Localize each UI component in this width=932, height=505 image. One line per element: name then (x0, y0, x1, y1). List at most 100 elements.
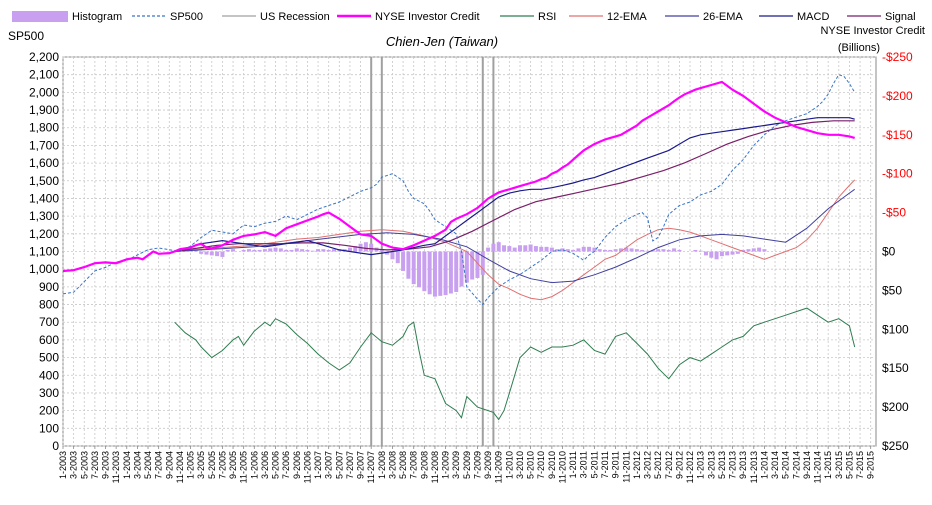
histogram-bar (241, 249, 246, 252)
histogram-bar (539, 246, 544, 252)
right-tick-label: -$250 (882, 50, 913, 64)
x-tick-label: 9-2005 (228, 451, 238, 479)
histogram-bar (496, 242, 501, 252)
left-tick-label: 1,700 (29, 138, 59, 152)
x-tick-label: 5-2006 (271, 451, 281, 479)
x-tick-label: 1-2012 (632, 451, 642, 479)
histogram-bar (581, 246, 586, 252)
legend-label: US Recession (260, 11, 330, 23)
histogram-bar (300, 249, 305, 252)
left-tick-label: 700 (39, 315, 59, 329)
histogram-bar (369, 243, 374, 252)
histogram-bar (475, 251, 480, 278)
left-axis-title: SP500 (8, 29, 44, 43)
x-tick-label: 5-2003 (79, 451, 89, 479)
histogram-bar (719, 251, 724, 257)
x-tick-label: 9-2004 (164, 451, 174, 479)
histogram-bar (273, 247, 278, 252)
histogram-bar (725, 251, 730, 256)
x-tick-label: 7-2015 (855, 451, 865, 479)
x-tick-label: 1-2005 (186, 451, 196, 479)
histogram-bar (246, 249, 251, 252)
x-tick-label: 7-2004 (154, 451, 164, 479)
histogram-bar (231, 249, 236, 252)
histogram-bar (507, 246, 512, 252)
x-tick-label: 5-2009 (462, 451, 472, 479)
x-tick-label: 3-2006 (260, 451, 270, 479)
x-axis: 1-2003 3-2003 5-2003 7-2003 9-2003 11-2003 1-2… (58, 446, 876, 483)
histogram-bar (278, 248, 283, 252)
histogram-bar (491, 243, 496, 252)
x-tick-label: 1-2009 (441, 451, 451, 479)
x-tick-label: 3-2004 (132, 451, 142, 479)
histogram-bar (470, 251, 475, 280)
left-tick-label: 2,200 (29, 50, 59, 64)
histogram-bar (448, 251, 453, 294)
x-tick-label: 1-2006 (249, 451, 259, 479)
left-axis: 0 100 200 300 400 500 600 700 800 900 1,000 1,100 1,… (29, 50, 59, 453)
histogram-bar (225, 249, 230, 252)
histogram-bar (645, 250, 650, 252)
histogram-bar (565, 249, 570, 252)
x-tick-label: 11-2009 (494, 451, 504, 483)
x-tick-label: 1-2015 (823, 451, 833, 479)
histogram-bar (703, 251, 708, 256)
histogram-bar (730, 251, 735, 255)
histogram-bar (517, 245, 522, 252)
left-tick-label: 900 (39, 280, 59, 294)
histogram-bar (576, 248, 581, 252)
x-tick-label: 5-2013 (717, 451, 727, 479)
left-tick-label: 0 (52, 439, 59, 453)
histogram-bar (411, 251, 416, 285)
histogram-bar (549, 247, 554, 252)
x-tick-label: 11-2007 (366, 451, 376, 483)
left-tick-label: 1,100 (29, 245, 59, 259)
x-tick-label: 1-2008 (377, 451, 387, 479)
left-tick-label: 1,900 (29, 103, 59, 117)
left-tick-label: 1,500 (29, 174, 59, 188)
x-tick-label: 7-2011 (600, 451, 610, 478)
histogram-bar (332, 249, 336, 252)
x-tick-label: 9-2007 (356, 451, 366, 479)
histogram-bar (252, 249, 257, 252)
chart-title: Chien-Jen (Taiwan) (386, 34, 498, 49)
x-tick-label: 1-2013 (696, 451, 706, 479)
histogram-bar (209, 251, 214, 256)
x-tick-label: 9-2009 (483, 451, 493, 479)
histogram-bar (544, 246, 549, 252)
left-tick-label: 300 (39, 386, 59, 400)
x-tick-label: 11-2003 (111, 451, 121, 483)
x-tick-label: 7-2010 (536, 451, 546, 479)
histogram-bar (417, 251, 422, 288)
histogram-bar (326, 249, 331, 252)
histogram-bar (597, 249, 602, 252)
histogram-bar (401, 251, 406, 271)
histogram-bar (640, 249, 645, 252)
histogram-bar (438, 251, 443, 296)
histogram-bar (634, 249, 639, 252)
histogram-bar (709, 251, 714, 258)
histogram-bar (199, 251, 204, 254)
x-tick-label: 5-2014 (781, 451, 791, 479)
left-tick-label: 200 (39, 404, 59, 418)
histogram-bar (757, 247, 762, 252)
x-tick-label: 3-2013 (706, 451, 716, 479)
legend-label: RSI (538, 11, 556, 23)
left-tick-label: 1,300 (29, 209, 59, 223)
series-line-sp500 (62, 74, 856, 306)
right-tick-label: -$200 (882, 89, 913, 103)
histogram-bar (310, 250, 315, 252)
x-tick-label: 3-2003 (69, 451, 79, 479)
left-tick-label: 600 (39, 333, 59, 347)
histogram-bar (629, 248, 634, 252)
histogram-bar (347, 247, 352, 252)
histogram-bar (502, 245, 507, 252)
x-tick-label: 5-2011 (589, 451, 599, 478)
histogram-bar (512, 247, 517, 252)
left-tick-label: 400 (39, 368, 59, 382)
histogram-bar (321, 249, 326, 252)
x-tick-label: 9-2012 (674, 451, 684, 479)
x-tick-label: 11-2011 (621, 451, 631, 483)
x-tick-label: 5-2007 (334, 451, 344, 479)
right-tick-label: $100 (882, 322, 909, 336)
